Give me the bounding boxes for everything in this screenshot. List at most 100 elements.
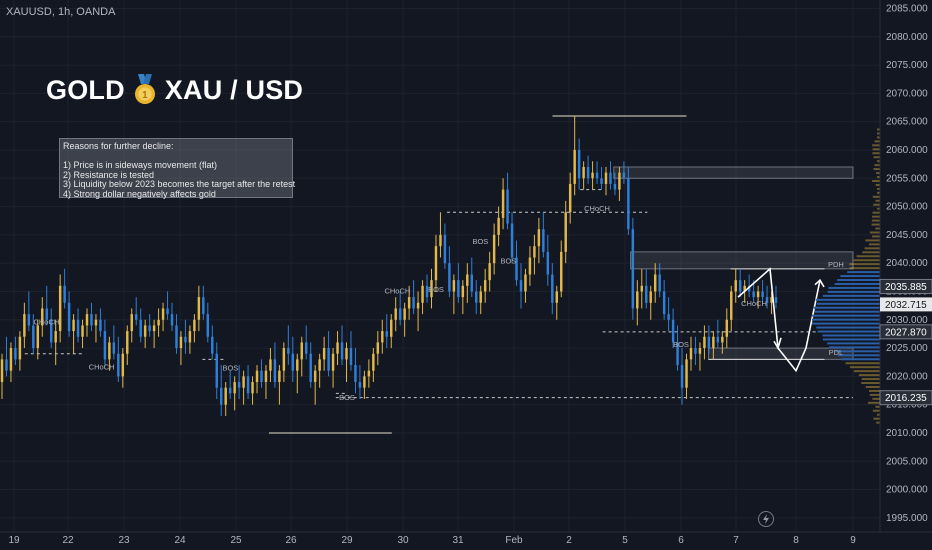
- volume-profile-bar: [876, 184, 880, 186]
- candle: [444, 224, 446, 269]
- candle-body: [265, 371, 267, 382]
- volume-profile-bar: [872, 152, 880, 154]
- candle-body: [421, 286, 423, 303]
- volume-profile-bar: [849, 263, 880, 265]
- candle: [636, 280, 638, 325]
- volume-profile-bar: [818, 331, 880, 333]
- lightning-icon[interactable]: [758, 511, 774, 527]
- candle: [466, 263, 468, 303]
- candle: [135, 297, 137, 325]
- volume-profile-bar: [828, 287, 880, 289]
- candle: [564, 201, 566, 263]
- candle: [511, 212, 513, 263]
- candle-body: [99, 320, 101, 331]
- candle-body: [618, 173, 620, 190]
- volume-profile-bar: [827, 342, 880, 344]
- candle-body: [645, 286, 647, 303]
- candle: [479, 286, 481, 314]
- candle: [663, 280, 665, 320]
- candle-body: [63, 286, 65, 303]
- candle-body: [341, 342, 343, 359]
- volume-profile-bar: [837, 279, 880, 281]
- candle-body: [569, 184, 571, 212]
- candle-body: [417, 303, 419, 309]
- volume-profile-bar: [850, 366, 880, 368]
- candle-body: [292, 354, 294, 371]
- time-tick-label: 25: [230, 535, 242, 546]
- candle: [560, 241, 562, 298]
- candle-body: [122, 354, 124, 377]
- time-tick-label: 22: [62, 535, 74, 546]
- candle-body: [533, 246, 535, 257]
- volume-profile-bar: [865, 247, 880, 249]
- candle-body: [354, 365, 356, 382]
- candle: [301, 337, 303, 377]
- volume-profile-bar: [814, 307, 880, 309]
- candle-body: [189, 331, 191, 342]
- price-tick-label: 2085.000: [886, 3, 928, 14]
- candle-body: [381, 331, 383, 342]
- candle-body: [14, 348, 16, 359]
- volume-profile-bar: [875, 140, 880, 142]
- candle-body: [377, 342, 379, 353]
- candle-body: [274, 359, 276, 382]
- structure-label: CHoCH: [741, 299, 767, 308]
- candle-body: [162, 308, 164, 319]
- candle: [421, 280, 423, 314]
- candle-body: [735, 280, 737, 291]
- candle-body: [757, 291, 759, 297]
- candle: [641, 269, 643, 309]
- volume-profile-bar: [872, 180, 880, 182]
- candle: [5, 337, 7, 377]
- candle: [189, 325, 191, 353]
- candle-body: [408, 297, 410, 308]
- volume-profile-bar: [866, 386, 880, 388]
- structure-label: BOS: [673, 340, 689, 349]
- candle-body: [171, 314, 173, 325]
- volume-profile-bar: [870, 394, 880, 396]
- time-tick-label: 7: [733, 535, 739, 546]
- candle: [63, 269, 65, 309]
- candle: [350, 331, 352, 371]
- candle: [520, 263, 522, 308]
- volume-profile-bar: [838, 354, 880, 356]
- candle: [394, 297, 396, 331]
- candle: [278, 365, 280, 405]
- volume-profile-bar: [862, 251, 880, 253]
- candle-body: [560, 252, 562, 292]
- candle-body: [19, 337, 21, 360]
- candle-body: [216, 354, 218, 388]
- candle: [224, 382, 226, 416]
- reason-item: 4) Strong dollar negatively affects gold: [63, 190, 289, 200]
- candle-body: [761, 291, 763, 297]
- candle: [207, 303, 209, 343]
- volume-profile-bar: [873, 418, 880, 420]
- candle-body: [305, 342, 307, 353]
- candle-body: [157, 320, 159, 326]
- candle-body: [318, 359, 320, 370]
- candle-body: [90, 314, 92, 325]
- candle-body: [323, 348, 325, 359]
- candle: [216, 342, 218, 399]
- candle-body: [386, 331, 388, 337]
- time-tick-label: 8: [793, 535, 799, 546]
- candle-body: [327, 348, 329, 371]
- candle: [573, 116, 575, 195]
- candle-body: [658, 274, 660, 291]
- candle: [399, 291, 401, 325]
- structure-label: CHoCH: [384, 287, 410, 296]
- candle: [587, 156, 589, 184]
- candle-body: [260, 371, 262, 382]
- candle: [538, 218, 540, 263]
- time-tick-label: 26: [285, 535, 297, 546]
- reasons-heading: Reasons for further decline:: [63, 142, 289, 152]
- candle-body: [148, 325, 150, 331]
- volume-profile-bar: [876, 200, 880, 202]
- volume-profile-bar: [872, 144, 880, 146]
- candle-body: [448, 263, 450, 291]
- candle-body: [497, 218, 499, 235]
- candle-body: [166, 308, 168, 314]
- volume-profile-bar: [873, 148, 880, 150]
- candle-body: [466, 274, 468, 285]
- volume-profile-bar: [828, 291, 880, 293]
